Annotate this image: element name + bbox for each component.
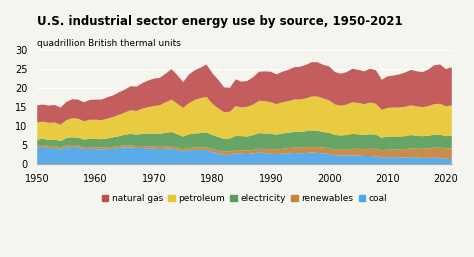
Text: U.S. industrial sector energy use by source, 1950-2021: U.S. industrial sector energy use by sou… bbox=[37, 15, 403, 28]
Text: quadrillion British thermal units: quadrillion British thermal units bbox=[37, 39, 181, 48]
Legend: natural gas, petroleum, electricity, renewables, coal: natural gas, petroleum, electricity, ren… bbox=[102, 194, 387, 203]
